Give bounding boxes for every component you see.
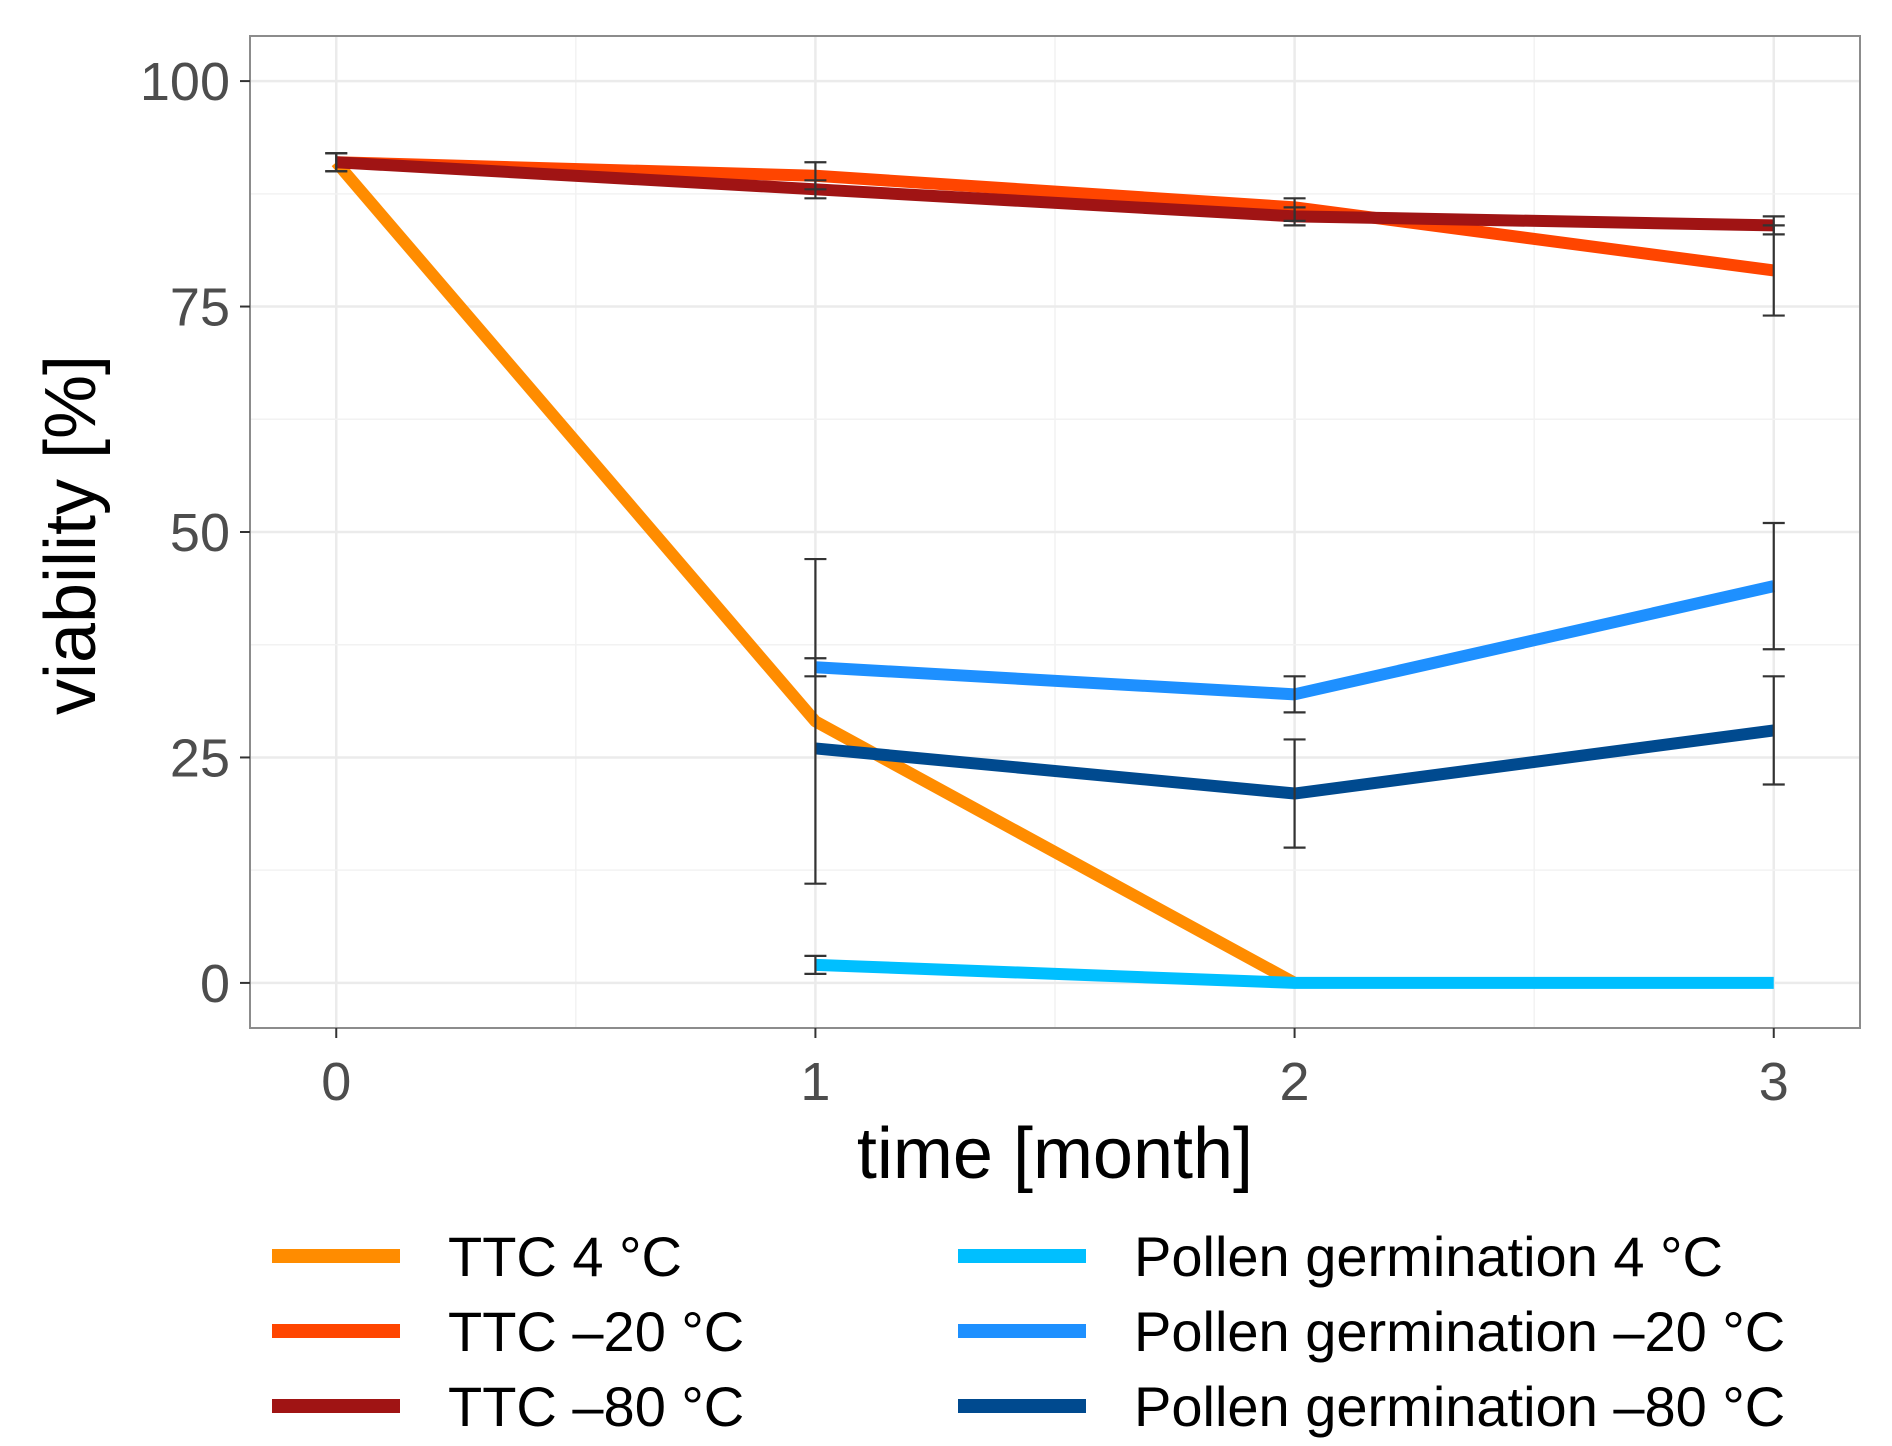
axis-ticks <box>240 80 1775 1038</box>
y-tick-label: 25 <box>170 728 230 788</box>
error-bar <box>1283 206 1306 227</box>
error-bar <box>1283 675 1306 714</box>
legend-label-5: Pollen germination –20 °C <box>1134 1300 1785 1363</box>
error-bar <box>1762 521 1785 651</box>
x-tick-label: 2 <box>1280 1052 1310 1112</box>
error-bar <box>1762 675 1785 786</box>
x-tick-label: 0 <box>321 1052 351 1112</box>
error-bars <box>325 152 1785 975</box>
legend-label-2: TTC –20 °C <box>448 1300 744 1363</box>
y-tick-label: 75 <box>170 278 230 338</box>
y-tick-label: 50 <box>170 503 230 563</box>
error-bar <box>804 179 827 200</box>
y-tick-label: 0 <box>200 954 230 1014</box>
error-bar <box>804 954 827 975</box>
legend: TTC 4 °C TTC –20 °C TTC –80 °C Pollen germi… <box>272 1225 1785 1438</box>
legend-label-1: TTC 4 °C <box>448 1225 682 1288</box>
legend-label-3: TTC –80 °C <box>448 1375 744 1438</box>
series-line-2 <box>336 156 1775 277</box>
series-line-4 <box>815 958 1774 989</box>
error-bar <box>1762 215 1785 236</box>
grid <box>250 36 1860 1028</box>
series-line-3 <box>335 156 1774 232</box>
y-axis-title: viability [%] <box>31 355 111 715</box>
x-tick-label: 3 <box>1759 1052 1789 1112</box>
error-bar <box>804 557 827 885</box>
legend-label-4: Pollen germination 4 °C <box>1134 1225 1723 1288</box>
y-tick-label: 100 <box>140 52 230 112</box>
error-bar <box>1283 738 1306 849</box>
tick-labels: 0 1 2 3 0 25 50 75 100 <box>140 52 1789 1112</box>
x-tick-label: 1 <box>800 1052 830 1112</box>
x-axis-title: time [month] <box>857 1114 1253 1194</box>
error-bar <box>325 152 348 173</box>
legend-label-6: Pollen germination –80 °C <box>1134 1375 1785 1438</box>
